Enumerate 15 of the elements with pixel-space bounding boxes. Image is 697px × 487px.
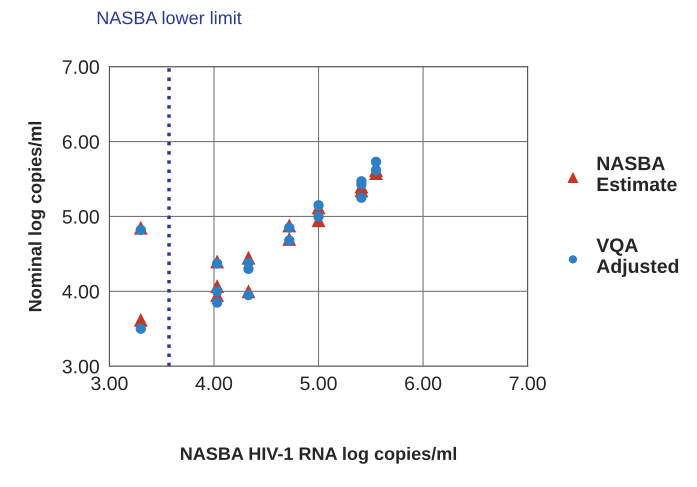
x-tick-label: 7.00 bbox=[510, 376, 546, 390]
y-axis-title: Nominal log copies/ml bbox=[28, 122, 46, 312]
y-tick-label: 5.00 bbox=[62, 210, 99, 224]
x-axis-title: NASBA HIV-1 RNA log copies/ml bbox=[180, 446, 456, 464]
legend-label: NASBA Estimate bbox=[598, 156, 677, 192]
x-tick-label: 3.00 bbox=[91, 376, 128, 390]
y-tick-label: 3.00 bbox=[62, 360, 99, 374]
y-tick-label: 7.00 bbox=[62, 60, 99, 74]
x-tick-label: 6.00 bbox=[405, 376, 442, 390]
x-tick-label: 5.00 bbox=[300, 376, 337, 390]
ref-line-label: NASBA lower limit bbox=[98, 11, 242, 24]
legend-label: VQA Adjusted bbox=[596, 238, 678, 277]
x-tick-label: 4.00 bbox=[196, 376, 232, 390]
y-tick-label: 4.00 bbox=[62, 284, 99, 299]
y-tick-label: 6.00 bbox=[62, 135, 99, 149]
